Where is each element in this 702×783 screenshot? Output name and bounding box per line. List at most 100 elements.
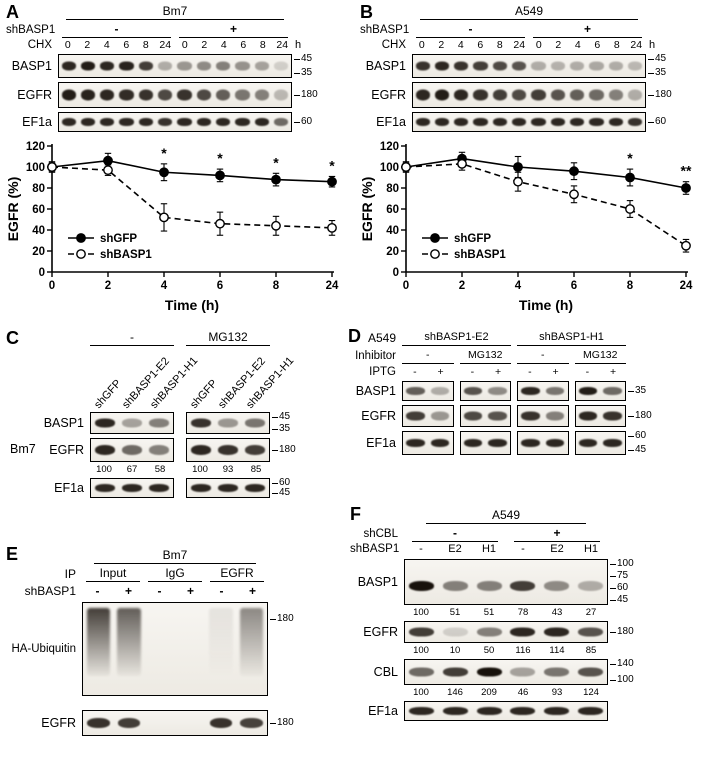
blot-lane: [573, 660, 607, 684]
blot-lane: [432, 55, 451, 77]
svg-text:Time (h): Time (h): [519, 297, 573, 313]
marker-column: 35: [626, 381, 652, 401]
protein-band: [235, 89, 250, 101]
blot-label: BASP1: [355, 384, 396, 398]
lane-number: 85: [250, 464, 262, 475]
blot-box: [574, 405, 626, 427]
protein-band: [177, 89, 192, 101]
protein-band: [209, 718, 233, 728]
blot-lanes: [402, 381, 626, 401]
marker-label: 45: [279, 487, 291, 498]
cell-line-label: Bm7: [94, 548, 256, 564]
svg-text:**: **: [681, 163, 692, 179]
protein-band: [196, 89, 212, 101]
lane-numbers: 100 51 51 78 43 27: [404, 607, 608, 618]
blot-lanes: [404, 659, 608, 685]
numbers-row: 100 146 209 46 93 124: [350, 687, 700, 698]
protein-band: [94, 484, 115, 492]
cell-line-label: A549: [426, 508, 586, 524]
protein-band: [430, 439, 450, 447]
panel-b: B A549 shBASP1- + CHX 0 2 4 6 8 24 0 2 4 6 8 24 h BASP1 45…: [360, 2, 700, 314]
protein-band: [531, 61, 546, 71]
blot-lane: [175, 55, 194, 77]
blot-lane: [461, 406, 486, 426]
svg-text:6: 6: [571, 280, 577, 292]
sh-label: shBASP1: [360, 24, 410, 36]
blot-box: [402, 431, 454, 455]
blot-lane: [600, 432, 625, 454]
marker: 180: [648, 90, 676, 100]
svg-text:shGFP: shGFP: [454, 233, 491, 245]
blot-lane: [144, 603, 175, 695]
protein-band: [100, 61, 115, 71]
marker: 180: [272, 445, 300, 455]
blot-row: EGFR 180: [6, 438, 344, 462]
blot-lane: [576, 406, 601, 426]
svg-text:*: *: [273, 154, 279, 170]
inhibitor-values: - MG132- MG132: [402, 348, 626, 364]
protein-band: [512, 118, 527, 126]
blot-lane: [587, 83, 606, 107]
marker-tick: [648, 58, 654, 60]
svg-text:8: 8: [273, 280, 280, 292]
marker: 180: [294, 90, 322, 100]
svg-text:20: 20: [386, 246, 399, 258]
blot-box: [404, 659, 608, 685]
inhibitor-value: MG132: [574, 348, 626, 364]
blot-lane: [272, 113, 291, 131]
blot-lane: [518, 406, 543, 426]
lane-number: 209: [481, 687, 497, 698]
blot-lane: [98, 55, 117, 77]
protein-band: [196, 61, 212, 71]
blot-label: EF1a: [368, 704, 398, 718]
svg-text:EGFR (%): EGFR (%): [6, 177, 21, 242]
svg-text:80: 80: [386, 183, 399, 195]
blot-label: EGFR: [41, 716, 76, 730]
blot-lane: [432, 83, 451, 107]
marker-tick: [648, 121, 654, 123]
protein-band: [61, 118, 76, 126]
blot-lane: [83, 711, 114, 735]
blot-lane: [242, 413, 269, 433]
protein-band: [409, 707, 435, 715]
panel-e-letter: E: [6, 544, 19, 564]
blot-lane: [236, 711, 267, 735]
marker-tick: [628, 449, 634, 451]
blot-lane: [405, 702, 439, 720]
protein-band: [589, 61, 604, 71]
blot-lane: [118, 479, 145, 497]
blot-lane: [136, 113, 155, 131]
marker-label: 60: [279, 477, 291, 488]
marker-label: 45: [279, 411, 291, 422]
marker-tick: [272, 449, 278, 451]
blot-lane: [540, 702, 574, 720]
lane-number: 114: [549, 645, 565, 656]
protein-band: [415, 89, 430, 101]
inhibitor-value: MG132: [459, 348, 511, 364]
protein-band: [476, 580, 502, 591]
blot-lane: [452, 83, 471, 107]
blot-lane: [59, 113, 78, 131]
blot-lane: [413, 55, 432, 77]
marker-label: 60: [617, 582, 629, 593]
blot-lane: [600, 382, 625, 400]
blot-lane: [194, 55, 213, 77]
cell-line-row: Bm7: [6, 548, 344, 564]
marker: 60: [648, 117, 676, 127]
blot-lane: [214, 55, 233, 77]
lane-number: 100: [413, 645, 429, 656]
shbasp1-values: - E2 H1 - E2 H1: [404, 543, 608, 555]
svg-text:24: 24: [326, 280, 339, 292]
blot-lane: [540, 660, 574, 684]
protein-band: [254, 118, 270, 126]
time-point: 4: [457, 39, 464, 51]
treatment-row: - MG132: [6, 330, 344, 346]
marker-label: 45: [655, 53, 667, 64]
protein-band: [406, 387, 425, 395]
blot-lane: [472, 622, 506, 642]
marker-tick: [628, 415, 634, 417]
blot-label: BASP1: [357, 575, 398, 589]
blot-box: [82, 602, 268, 696]
protein-band: [430, 387, 450, 395]
blot-lane: [461, 432, 486, 454]
